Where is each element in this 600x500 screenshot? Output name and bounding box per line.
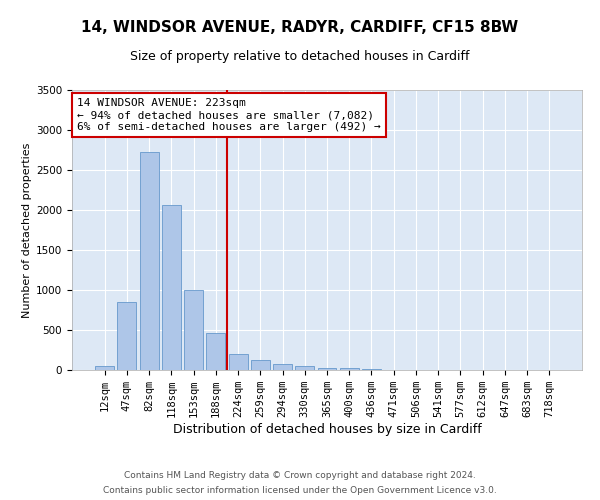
Bar (340, 368, 359, 370)
Text: Size of property relative to detached houses in Cardiff: Size of property relative to detached ho… (130, 50, 470, 63)
Bar (362, 369, 381, 370)
Bar (140, 152, 158, 370)
Bar (162, 205, 181, 370)
Bar (317, 368, 337, 370)
Bar (273, 364, 292, 370)
Text: 14, WINDSOR AVENUE, RADYR, CARDIFF, CF15 8BW: 14, WINDSOR AVENUE, RADYR, CARDIFF, CF15… (82, 20, 518, 35)
Text: Contains HM Land Registry data © Crown copyright and database right 2024.: Contains HM Land Registry data © Crown c… (124, 471, 476, 480)
Text: Contains public sector information licensed under the Open Government Licence v3: Contains public sector information licen… (103, 486, 497, 495)
Bar (229, 354, 248, 370)
Bar (251, 360, 270, 370)
Bar (184, 290, 203, 370)
Text: 14 WINDSOR AVENUE: 223sqm
← 94% of detached houses are smaller (7,082)
6% of sem: 14 WINDSOR AVENUE: 223sqm ← 94% of detac… (77, 98, 381, 132)
Bar (95, 366, 114, 370)
Bar (118, 302, 136, 370)
Bar (295, 366, 314, 370)
Y-axis label: Number of detached properties: Number of detached properties (22, 142, 32, 318)
Bar (206, 333, 225, 370)
X-axis label: Distribution of detached houses by size in Cardiff: Distribution of detached houses by size … (173, 423, 481, 436)
